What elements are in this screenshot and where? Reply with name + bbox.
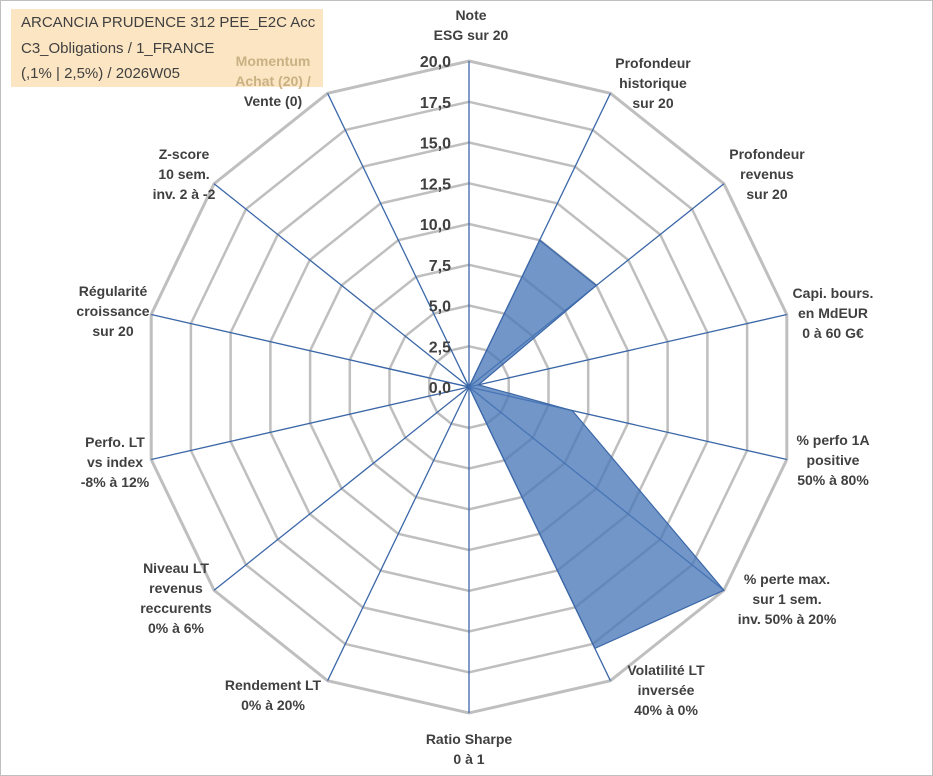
axis-label-line: % perfo 1A [796,432,870,448]
axis-label-line: Profondeur [615,55,691,71]
axis-label-line: 10 sem. [158,166,210,182]
axis-label-line: inversée [637,682,695,698]
axis-label-line: Capi. bours. [792,285,874,301]
radial-tick-label: 12,5 [420,176,451,193]
axis-label-line: vs index [86,454,144,470]
fund-name: ARCANCIA PRUDENCE 312 PEE_E2C Acc [21,14,316,31]
spoke-line [468,313,787,388]
radial-tick-label: 10,0 [420,217,451,234]
axis-label-line: 0 à 1 [453,751,485,767]
axis-label: Volatilité LT inversée 40% à 0% [606,660,726,720]
axis-label: % perte max. sur 1 sem. inv. 50% à 20% [709,569,865,629]
spoke-line [213,386,470,591]
axis-label-line: Volatilité LT [627,662,705,678]
axis-label: Profondeur revenus sur 20 [711,144,823,204]
axis-label-line: revenus [149,580,203,596]
fund-range-week: (,1% | 2,5%) / 2026W05 [21,65,180,82]
spoke-line [151,386,470,461]
radial-tick-label: 15,0 [420,136,451,153]
axis-label-line: 40% à 0% [634,702,698,718]
axis-label-line: Niveau LT [143,560,209,576]
axis-label: Profondeur historique sur 20 [597,53,709,113]
axis-label-line: revenus [740,166,794,182]
axis-label-line: 50% à 80% [797,472,869,488]
axis-label-line: Achat (20) / [235,73,311,89]
axis-label: % perfo 1A positive 50% à 80% [769,430,897,490]
axis-label: Note ESG sur 20 [421,5,521,45]
axis-label-line: croissance [76,303,150,319]
axis-label: Capi. bours. en MdEUR 0 à 60 G€ [769,283,897,343]
axis-label: Niveau LT revenus reccurents 0% à 6% [104,558,248,638]
radial-tick-label: 20,0 [420,54,451,71]
radial-tick-label: 0,0 [429,380,451,397]
radial-tick-label: 17,5 [420,95,451,112]
axis-label-line: en MdEUR [798,305,868,321]
axis-label-line: inv. 50% à 20% [737,611,837,627]
axis-label-line: Momentum [235,53,311,69]
axis-label: Momentum Achat (20) / Vente (0) [221,51,325,111]
spoke-line [213,183,470,388]
axis-label: Z-score 10 sem. inv. 2 à -2 [124,144,244,204]
axis-label: Ratio Sharpe 0 à 1 [409,729,529,769]
axis-label-line: % perte max. [743,571,831,587]
axis-label-line: -8% à 12% [80,474,150,490]
axis-label-line: sur 20 [92,323,134,339]
radial-tick-label: 5,0 [429,299,451,316]
axis-label-line: positive [806,452,860,468]
axis-label-line: sur 20 [632,95,674,111]
axis-label-line: sur 20 [746,186,788,202]
spoke-line [327,93,470,388]
radar-series [363,239,725,650]
axis-label-line: historique [619,75,687,91]
axis-label: Rendement LT 0% à 20% [213,675,333,715]
radial-tick-label: 2,5 [429,339,451,356]
radial-tick-labels: 0,0 2,5 5,0 7,5 10,0 12,5 15,0 17,5 20,0 [420,54,451,397]
axis-label-line: sur 1 sem. [752,591,822,607]
axis-label-line: ESG sur 20 [433,27,509,43]
axis-label-line: Vente (0) [243,93,303,109]
series-area [363,239,725,650]
axis-label-line: 0 à 60 G€ [802,325,864,341]
axis-label: Perfo. LT vs index -8% à 12% [55,432,175,492]
axis-label-line: Rendement LT [224,677,322,693]
axis-label-line: 0% à 6% [147,620,205,636]
axis-label-line: 0% à 20% [241,697,305,713]
axis-label-line: Z-score [158,146,210,162]
axis-label: Régularité croissance sur 20 [47,281,179,341]
spoke-line [327,386,470,681]
radial-tick-label: 7,5 [429,258,451,275]
axis-label-line: Régularité [78,283,148,299]
axis-label-line: Profondeur [729,146,805,162]
fund-category: C3_Obligations / 1_FRANCE [21,40,215,57]
axis-label-line: inv. 2 à -2 [152,186,216,202]
axis-label-line: Note [455,7,487,23]
axis-label-line: Perfo. LT [85,434,145,450]
fund-info-box: ARCANCIA PRUDENCE 312 PEE_E2C Acc C3_Obl… [11,9,323,87]
axis-label-line: Ratio Sharpe [425,731,513,747]
axis-label-line: reccurents [140,600,212,616]
